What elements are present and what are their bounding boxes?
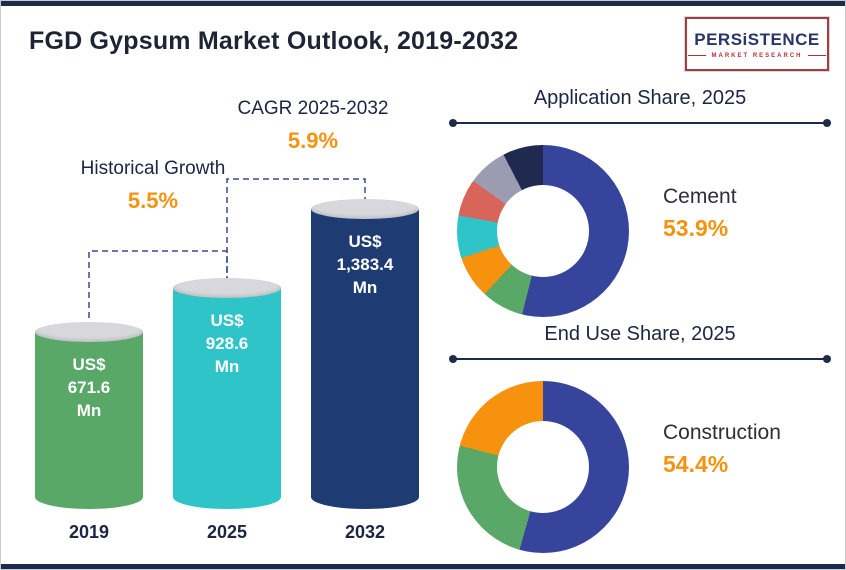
highlight-value: 54.4% — [663, 451, 729, 477]
x-axis-label-2025: 2025 — [206, 522, 248, 542]
annotation-label: Historical Growth — [80, 158, 226, 179]
annotation-connector-lines — [88, 178, 366, 328]
end-use-share-donut — [457, 381, 629, 553]
market-size-bar-chart: Historical Growth 5.5% CAGR 2025-2032 5.… — [23, 91, 443, 549]
section-title-application-share: Application Share, 2025 — [533, 87, 747, 109]
highlight-label: Cement — [663, 185, 737, 208]
bar-2019: US$ 671.6 Mn — [35, 322, 143, 509]
highlight-label: Construction — [663, 421, 781, 444]
annotation-value: 5.9% — [287, 127, 339, 153]
application-share-section: Application Share, 2025 Cement 53.9% — [449, 87, 831, 323]
bar-2025: US$ 928.6 Mn — [173, 278, 281, 509]
top-border-strip — [1, 1, 845, 6]
bar-value-label-2019: US$ 671.6 Mn — [67, 355, 111, 420]
page-title: FGD Gypsum Market Outlook, 2019-2032 — [29, 27, 519, 55]
highlight-construction: Construction 54.4% — [663, 421, 781, 478]
x-axis-label-2032: 2032 — [344, 522, 386, 542]
annotation-value: 5.5% — [127, 187, 179, 213]
divider-line — [449, 355, 831, 363]
highlight-cement: Cement 53.9% — [663, 185, 737, 242]
section-title-end-use-share: End Use Share, 2025 — [544, 323, 736, 345]
brand-name: PERSiSTENCE — [694, 29, 820, 49]
brand-tagline: MARKET RESEARCH — [688, 53, 825, 59]
annotation-historical-growth: Historical Growth 5.5% — [78, 157, 228, 214]
annotation-label: CAGR 2025-2032 — [237, 98, 389, 119]
bottom-border-strip — [1, 564, 845, 569]
brand-logo: PERSiSTENCE MARKET RESEARCH — [685, 17, 829, 71]
highlight-value: 53.9% — [663, 215, 729, 241]
divider-line — [449, 119, 831, 127]
bar-value-label-2025: US$ 928.6 Mn — [205, 311, 249, 376]
end-use-share-section: End Use Share, 2025 Construction 54.4% — [449, 323, 831, 559]
bar-2032: US$ 1,383.4 Mn — [311, 199, 419, 509]
bar-value-label-2032: US$ 1,383.4 Mn — [336, 232, 394, 297]
x-axis-label-2019: 2019 — [68, 522, 110, 542]
annotation-cagr: CAGR 2025-2032 5.9% — [213, 97, 413, 154]
application-share-donut — [457, 145, 629, 317]
